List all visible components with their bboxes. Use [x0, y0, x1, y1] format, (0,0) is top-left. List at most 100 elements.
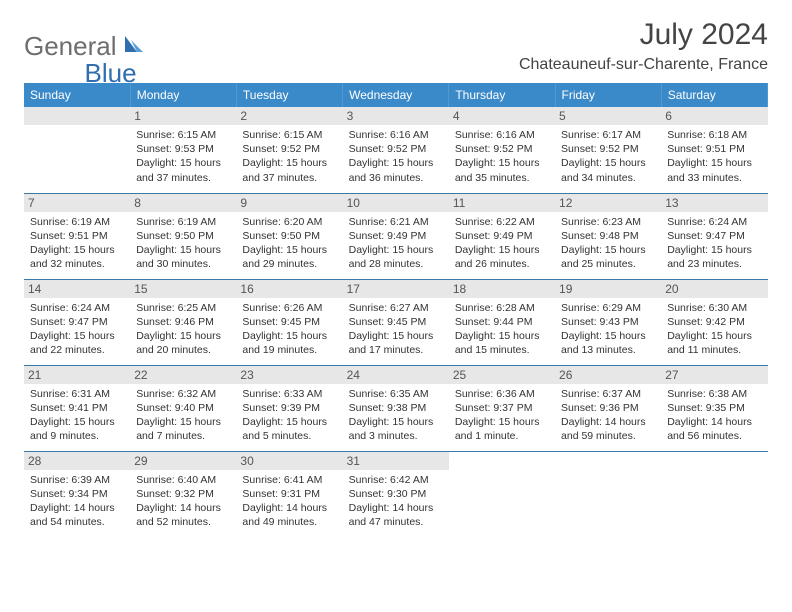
daylight-line: Daylight: 15 hours and 23 minutes. — [667, 243, 761, 271]
day-number: 12 — [555, 194, 661, 212]
sunset-line: Sunset: 9:45 PM — [242, 315, 336, 329]
daylight-line: Daylight: 15 hours and 20 minutes. — [136, 329, 230, 357]
sunset-line: Sunset: 9:32 PM — [136, 487, 230, 501]
sunrise-line: Sunrise: 6:17 AM — [561, 128, 655, 142]
sunrise-line: Sunrise: 6:19 AM — [30, 215, 124, 229]
daylight-line: Daylight: 15 hours and 26 minutes. — [455, 243, 549, 271]
sunset-line: Sunset: 9:35 PM — [667, 401, 761, 415]
calendar-day-cell: 17Sunrise: 6:27 AMSunset: 9:45 PMDayligh… — [343, 279, 449, 365]
day-header: Monday — [130, 83, 236, 107]
day-header: Saturday — [661, 83, 767, 107]
day-number: 25 — [449, 366, 555, 384]
sunset-line: Sunset: 9:53 PM — [136, 142, 230, 156]
sunset-line: Sunset: 9:47 PM — [30, 315, 124, 329]
sunset-line: Sunset: 9:44 PM — [455, 315, 549, 329]
sunrise-line: Sunrise: 6:25 AM — [136, 301, 230, 315]
calendar-day-cell: 11Sunrise: 6:22 AMSunset: 9:49 PMDayligh… — [449, 193, 555, 279]
day-number: 24 — [343, 366, 449, 384]
day-number: 16 — [236, 280, 342, 298]
daylight-line: Daylight: 15 hours and 3 minutes. — [349, 415, 443, 443]
sunset-line: Sunset: 9:46 PM — [136, 315, 230, 329]
calendar-day-cell: 3 Sunrise: 6:16 AMSunset: 9:52 PMDaylight… — [343, 107, 449, 193]
day-number: 29 — [130, 452, 236, 470]
daylight-line: Daylight: 15 hours and 37 minutes. — [136, 156, 230, 184]
daylight-line: Daylight: 14 hours and 59 minutes. — [561, 415, 655, 443]
logo-text-blue: Blue — [85, 58, 137, 89]
sunset-line: Sunset: 9:31 PM — [242, 487, 336, 501]
day-number: 3 — [343, 107, 449, 125]
sunrise-line: Sunrise: 6:26 AM — [242, 301, 336, 315]
calendar-day-cell: 12Sunrise: 6:23 AMSunset: 9:48 PMDayligh… — [555, 193, 661, 279]
sunrise-line: Sunrise: 6:20 AM — [242, 215, 336, 229]
daylight-line: Daylight: 15 hours and 34 minutes. — [561, 156, 655, 184]
sunset-line: Sunset: 9:30 PM — [349, 487, 443, 501]
sunrise-line: Sunrise: 6:23 AM — [561, 215, 655, 229]
sunset-line: Sunset: 9:50 PM — [242, 229, 336, 243]
daylight-line: Daylight: 15 hours and 33 minutes. — [667, 156, 761, 184]
day-header: Tuesday — [236, 83, 342, 107]
sunset-line: Sunset: 9:43 PM — [561, 315, 655, 329]
daylight-line: Daylight: 15 hours and 1 minute. — [455, 415, 549, 443]
day-number: 5 — [555, 107, 661, 125]
calendar-week-row: 1Sunrise: 6:15 AMSunset: 9:53 PMDaylight… — [24, 107, 768, 193]
calendar-day-cell: 9Sunrise: 6:20 AMSunset: 9:50 PMDaylight… — [236, 193, 342, 279]
daylight-line: Daylight: 14 hours and 52 minutes. — [136, 501, 230, 529]
calendar-day-cell: 20Sunrise: 6:30 AMSunset: 9:42 PMDayligh… — [661, 279, 767, 365]
calendar-day-cell: 18Sunrise: 6:28 AMSunset: 9:44 PMDayligh… — [449, 279, 555, 365]
calendar-day-cell — [449, 451, 555, 537]
sunset-line: Sunset: 9:48 PM — [561, 229, 655, 243]
calendar-day-cell: 24Sunrise: 6:35 AMSunset: 9:38 PMDayligh… — [343, 365, 449, 451]
day-number: 26 — [555, 366, 661, 384]
calendar-day-cell: 23Sunrise: 6:33 AMSunset: 9:39 PMDayligh… — [236, 365, 342, 451]
day-number: 10 — [343, 194, 449, 212]
sunrise-line: Sunrise: 6:28 AM — [455, 301, 549, 315]
day-number: 4 — [449, 107, 555, 125]
calendar-week-row: 14Sunrise: 6:24 AMSunset: 9:47 PMDayligh… — [24, 279, 768, 365]
sunset-line: Sunset: 9:51 PM — [667, 142, 761, 156]
sunrise-line: Sunrise: 6:19 AM — [136, 215, 230, 229]
sunset-line: Sunset: 9:38 PM — [349, 401, 443, 415]
day-number: 14 — [24, 280, 130, 298]
day-number: 7 — [24, 194, 130, 212]
logo-sail-icon — [123, 34, 145, 59]
sunrise-line: Sunrise: 6:32 AM — [136, 387, 230, 401]
day-number: 28 — [24, 452, 130, 470]
calendar-day-cell: 5Sunrise: 6:17 AMSunset: 9:52 PMDaylight… — [555, 107, 661, 193]
calendar-day-cell — [555, 451, 661, 537]
daylight-line: Daylight: 15 hours and 37 minutes. — [242, 156, 336, 184]
sunrise-line: Sunrise: 6:18 AM — [667, 128, 761, 142]
sunset-line: Sunset: 9:42 PM — [667, 315, 761, 329]
daylight-line: Daylight: 15 hours and 36 minutes. — [349, 156, 443, 184]
calendar-day-cell: 6Sunrise: 6:18 AMSunset: 9:51 PMDaylight… — [661, 107, 767, 193]
calendar-day-cell: 29Sunrise: 6:40 AMSunset: 9:32 PMDayligh… — [130, 451, 236, 537]
sunrise-line: Sunrise: 6:30 AM — [667, 301, 761, 315]
sunrise-line: Sunrise: 6:29 AM — [561, 301, 655, 315]
calendar-day-cell: 13Sunrise: 6:24 AMSunset: 9:47 PMDayligh… — [661, 193, 767, 279]
sunrise-line: Sunrise: 6:21 AM — [349, 215, 443, 229]
daylight-line: Daylight: 15 hours and 9 minutes. — [30, 415, 124, 443]
daylight-line: Daylight: 14 hours and 56 minutes. — [667, 415, 761, 443]
sunrise-line: Sunrise: 6:16 AM — [349, 128, 443, 142]
sunset-line: Sunset: 9:37 PM — [455, 401, 549, 415]
day-number: 8 — [130, 194, 236, 212]
day-header: Friday — [555, 83, 661, 107]
calendar-day-cell: 30Sunrise: 6:41 AMSunset: 9:31 PMDayligh… — [236, 451, 342, 537]
daylight-line: Daylight: 14 hours and 49 minutes. — [242, 501, 336, 529]
sunrise-line: Sunrise: 6:39 AM — [30, 473, 124, 487]
sunrise-line: Sunrise: 6:33 AM — [242, 387, 336, 401]
calendar-day-cell: 16 Sunrise: 6:26 AMSunset: 9:45 PMDayligh… — [236, 279, 342, 365]
sunrise-line: Sunrise: 6:15 AM — [136, 128, 230, 142]
daylight-line: Daylight: 15 hours and 19 minutes. — [242, 329, 336, 357]
calendar-body: 1Sunrise: 6:15 AMSunset: 9:53 PMDaylight… — [24, 107, 768, 537]
title-block: July 2024 Chateauneuf-sur-Charente, Fran… — [519, 18, 768, 74]
sunset-line: Sunset: 9:52 PM — [349, 142, 443, 156]
sunrise-line: Sunrise: 6:22 AM — [455, 215, 549, 229]
sunrise-line: Sunrise: 6:42 AM — [349, 473, 443, 487]
calendar-day-cell — [661, 451, 767, 537]
day-number: 11 — [449, 194, 555, 212]
calendar-day-cell: 1 Sunrise: 6:15 AMSunset: 9:53 PMDaylight… — [130, 107, 236, 193]
day-number: 1 — [130, 107, 236, 125]
sunrise-line: Sunrise: 6:31 AM — [30, 387, 124, 401]
daylight-line: Daylight: 15 hours and 35 minutes. — [455, 156, 549, 184]
calendar-week-row: 7Sunrise: 6:19 AMSunset: 9:51 PMDaylight… — [24, 193, 768, 279]
